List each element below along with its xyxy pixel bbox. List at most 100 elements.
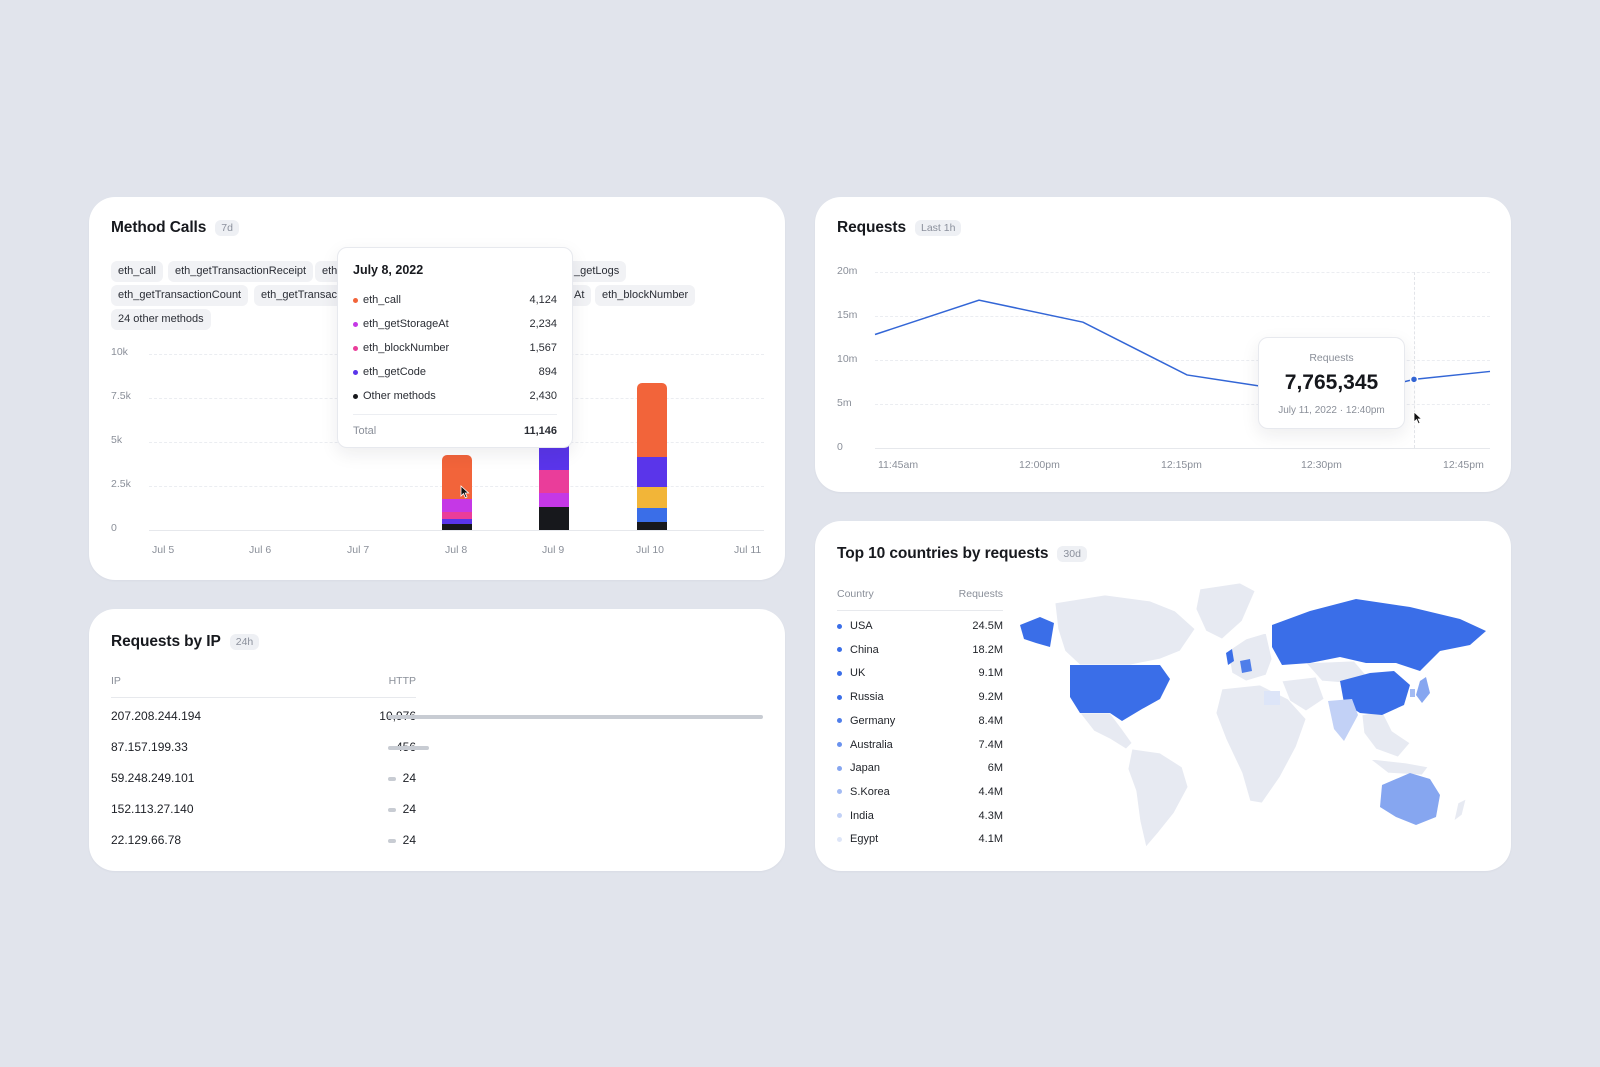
tooltip-row: eth_getCode 894 [353, 366, 557, 378]
hover-point[interactable] [1409, 375, 1419, 384]
requests-by-ip-card: Requests by IP 24h IP HTTP 207.208.244.1… [89, 609, 785, 871]
ip-share-bar [388, 777, 396, 781]
method-chip-get-logs[interactable]: _getLogs [567, 261, 627, 282]
tooltip-row-value: 4,124 [529, 294, 557, 306]
method-chip-get-transaction-partial[interactable]: eth_getTransac [254, 285, 345, 306]
x-tick-1215: 12:15pm [1161, 459, 1202, 471]
country-requests: 7.4M [978, 738, 1003, 751]
bar-segment[interactable] [636, 486, 667, 508]
x-tick-1200: 12:00pm [1019, 459, 1060, 471]
bar-segment[interactable] [539, 507, 569, 530]
x-tick-1245: 12:45pm [1443, 459, 1484, 471]
http-count: 24 [402, 833, 416, 847]
requests-card: Requests Last 1h 20m 15m 10m 5m 0 11:45a… [815, 197, 1511, 492]
ip-share-bar [388, 808, 396, 812]
legend-dot [353, 369, 358, 375]
bar-segment[interactable] [441, 499, 472, 512]
method-chip-get-transaction-receipt[interactable]: eth_getTransactionReceipt [168, 261, 314, 282]
country-requests: 8.4M [978, 714, 1003, 727]
ip-address: 59.248.249.101 [111, 771, 195, 785]
country-color-dot [837, 670, 842, 676]
country-column-header: Country [837, 588, 874, 600]
country-color-dot [837, 789, 842, 795]
country-row: India [837, 810, 874, 822]
method-chip-other-methods[interactable]: 24 other methods [111, 309, 211, 330]
tooltip-row-label: eth_blockNumber [363, 342, 450, 354]
method-chip-eth-call[interactable]: eth_call [111, 261, 163, 282]
y-tick-2-5k: 2.5k [111, 478, 131, 490]
y-tick-15m: 15m [837, 309, 858, 321]
http-count: 24 [402, 771, 416, 785]
tooltip-row-value: 1,567 [529, 342, 557, 354]
x-tick-jul5: Jul 5 [152, 544, 175, 556]
requests-line-chart [874, 299, 1491, 394]
x-tick-1145: 11:45am [878, 459, 919, 471]
bar-segment[interactable] [636, 508, 667, 523]
country-row: S.Korea [837, 786, 890, 798]
map-region-greenland [1195, 582, 1256, 640]
method-chip-partial[interactable]: eth [315, 261, 345, 282]
tooltip-row-value: 2,234 [529, 318, 557, 330]
y-tick-7-5k: 7.5k [111, 390, 131, 402]
y-tick-5m: 5m [837, 397, 852, 409]
method-chip-block-number[interactable]: eth_blockNumber [595, 285, 696, 306]
bar-segment[interactable] [636, 522, 667, 530]
country-name: Australia [850, 738, 893, 751]
tooltip-row: eth_blockNumber 1,567 [353, 342, 557, 354]
country-requests: 9.2M [978, 691, 1003, 704]
bar-segment[interactable] [441, 523, 472, 530]
ip-share-bar [388, 715, 763, 719]
gridline [875, 316, 1490, 317]
hover-guide-line [1414, 272, 1415, 448]
ip-column-header: IP [111, 675, 121, 687]
tooltip-total-row: Total 11,146 [353, 425, 557, 437]
x-tick-jul8: Jul 8 [445, 544, 468, 556]
x-tick-jul7: Jul 7 [347, 544, 370, 556]
bar-segment[interactable] [636, 456, 667, 487]
country-row: USA [837, 620, 873, 632]
legend-dot [353, 345, 358, 351]
tooltip-divider [353, 414, 557, 415]
tooltip-row-label: eth_call [363, 294, 401, 306]
x-tick-1230: 12:30pm [1301, 459, 1342, 471]
tooltip-label: Requests [1309, 352, 1354, 364]
country-row: Australia [837, 739, 893, 751]
legend-dot [353, 297, 358, 303]
bar-segment[interactable] [636, 383, 667, 457]
tooltip-row-value: 894 [538, 366, 557, 378]
bar-segment[interactable] [441, 518, 472, 524]
requests-tooltip: Requests 7,765,345 July 11, 2022 · 12:40… [1258, 337, 1405, 429]
country-row: Egypt [837, 833, 878, 845]
y-tick-5k: 5k [111, 434, 123, 446]
gridline [875, 404, 1490, 405]
http-column-header: HTTP [388, 675, 416, 687]
bar-segment[interactable] [539, 470, 569, 494]
table-header-divider [111, 697, 416, 698]
map-country-japan [1416, 677, 1430, 703]
requests-title: Requests [837, 219, 906, 236]
countries-card: Top 10 countries by requests 30d Country… [815, 521, 1511, 871]
requests-by-ip-header: Requests by IP 24h [111, 633, 260, 651]
country-name: S.Korea [850, 785, 890, 798]
method-chip-get-transaction-count[interactable]: eth_getTransactionCount [111, 285, 249, 306]
country-row: Germany [837, 715, 895, 727]
legend-dot [353, 321, 358, 327]
country-row: Japan [837, 762, 880, 774]
requests-column-header: Requests [958, 588, 1003, 600]
tooltip-total-label: Total [353, 425, 377, 437]
y-tick-10k: 10k [111, 346, 128, 358]
bar-segment[interactable] [539, 493, 569, 508]
method-calls-card: Method Calls 7d eth_call eth_getTransact… [89, 197, 785, 580]
bar-segment[interactable] [441, 511, 472, 519]
map-region-indonesia [1368, 758, 1429, 776]
y-tick-10m: 10m [837, 353, 858, 365]
map-country-alaska [1020, 617, 1054, 647]
method-chip-at-partial[interactable]: At [567, 285, 592, 306]
ip-share-bar [388, 839, 396, 843]
country-name: China [850, 643, 879, 656]
country-color-dot [837, 623, 842, 629]
country-color-dot [837, 718, 842, 724]
tooltip-total-value: 11,146 [523, 425, 557, 437]
y-tick-20m: 20m [837, 265, 858, 277]
country-name: UK [850, 667, 866, 680]
